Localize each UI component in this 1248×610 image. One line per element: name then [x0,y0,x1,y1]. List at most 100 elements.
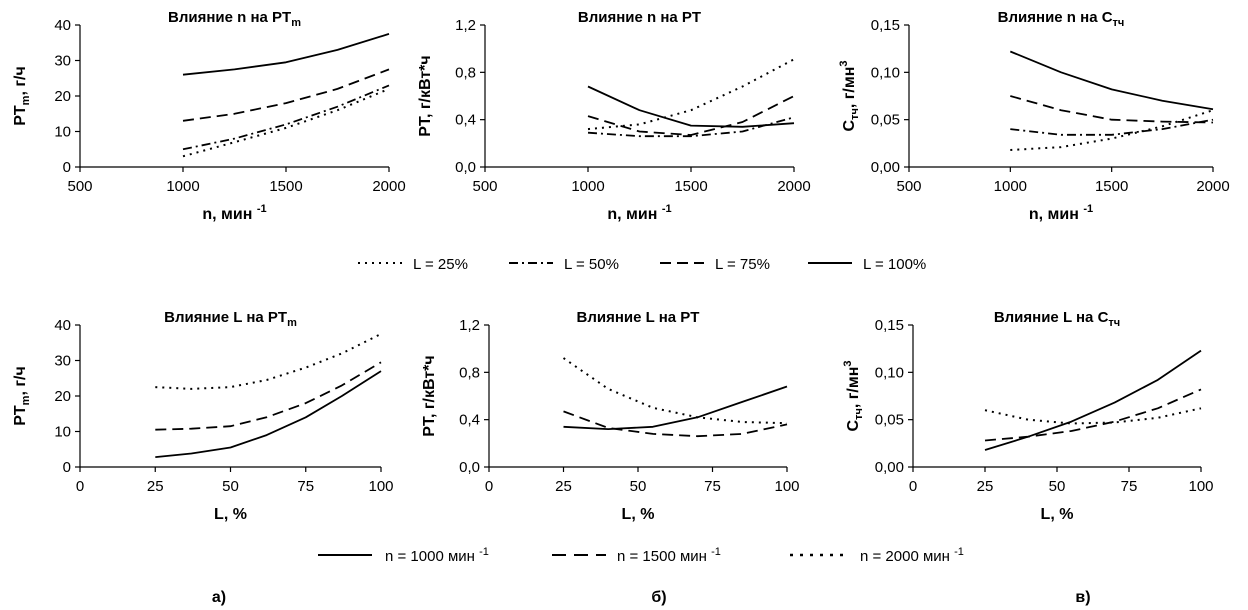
legend-item-n1000: n = 1000 мин -1 [318,546,489,565]
x-tick-label: 1000 [571,178,604,195]
x-tick-label: 75 [297,478,314,495]
y-axis-label: PT, г/кВт*ч [421,355,438,436]
y-axis-label: PT, г/кВт*ч [417,55,434,136]
x-tick-label: 100 [1188,478,1213,495]
series-line-solid-c2 [587,85,795,128]
y-tick-label: 10 [54,424,71,441]
chart-title: Влияние n на PTm [168,9,301,29]
legend-label-n2000: n = 2000 мин -1 [860,546,964,565]
y-tick-label: 0,10 [871,64,900,81]
series-line-dashdot-c1 [182,84,390,151]
chart-title: Влияние n на PT [578,9,701,26]
x-axis-label: n, мин -1 [607,203,671,223]
y-tick-label: 0,8 [459,364,480,381]
y-tick-label: 0,0 [455,159,476,176]
chart-c2: 500 1000 1500 2000 0,0 0,4 0,8 1,2 Влияние n на … [417,9,811,223]
chart-title: Влияние L на PTm [164,309,297,329]
legend-label-l75: L = 75% [715,256,770,273]
x-tick-label: 1500 [1095,178,1128,195]
x-tick-label: 50 [222,478,239,495]
series-line-dashed-c3 [1010,95,1214,124]
x-tick-label: 1000 [166,178,199,195]
x-tick-label: 0 [76,478,84,495]
series-line-dotted-c4 [155,333,382,390]
y-axis-label: Cтч, г/мн3 [842,361,865,432]
y-tick-label: 0,10 [875,364,904,381]
chart-title: Влияние n на Cтч [998,9,1125,29]
y-tick-label: 30 [54,53,71,70]
y-tick-label: 0 [63,459,71,476]
legend-item-l100: L = 100% [808,256,926,273]
y-tick-label: 0,4 [455,112,476,129]
x-tick-label: 1000 [994,178,1027,195]
y-tick-label: 0,8 [455,64,476,81]
x-tick-label: 50 [630,478,647,495]
x-tick-label: 1500 [674,178,707,195]
series-line-dotted-c5 [562,357,788,425]
x-axis-label: L, % [214,506,247,523]
series-line-solid-c3 [1009,50,1214,111]
series-line-dashed-c5 [563,410,788,438]
y-tick-label: 0,15 [875,317,904,334]
legend-load: L = 25% L = 50% L = 75% L = 100% [358,256,926,273]
y-tick-label: 0,05 [871,112,900,129]
legend-item-l25: L = 25% [358,256,468,273]
series-line-dashed-c2 [587,95,795,136]
series-line-solid-c5 [563,385,788,430]
series-line-dashed-c1 [182,68,390,122]
legend-label-l100: L = 100% [863,256,926,273]
series-line-dotted-c6 [984,407,1202,425]
y-axis-label: Cтч, г/мн3 [838,61,861,132]
y-tick-label: 20 [54,388,71,405]
x-tick-label: 500 [67,178,92,195]
chart-c4: 0 25 50 75 100 0 10 20 30 40 Влияние L на PTm L, % P… [12,309,394,523]
y-tick-label: 20 [54,88,71,105]
x-axis-label: n, мин -1 [1029,203,1093,223]
y-axis-label: PTm, г/ч [12,66,32,126]
chart-c1: 500 1000 1500 2000 0 10 20 30 40 Влияние n на PTm… [12,9,406,223]
x-tick-label: 25 [555,478,572,495]
y-tick-label: 0,05 [875,412,904,429]
x-tick-label: 100 [368,478,393,495]
chart-c3: 500 1000 1500 2000 0,00 0,05 0,10 0,15 Влияние n… [838,9,1230,223]
series-line-solid-c6 [984,349,1202,451]
series-line-dashdot-c2 [587,116,795,138]
series-line-solid-c4 [155,370,382,458]
y-tick-label: 0,00 [871,159,900,176]
x-axis-label: L, % [1041,506,1074,523]
legend-label-l25: L = 25% [413,256,468,273]
x-tick-label: 2000 [777,178,810,195]
x-tick-label: 100 [774,478,799,495]
x-tick-label: 50 [1049,478,1066,495]
chart-title: Влияние L на PT [577,309,700,326]
legend-label-l50: L = 50% [564,256,619,273]
legend-item-l75: L = 75% [660,256,770,273]
x-axis-label: L, % [622,506,655,523]
legend-item-n2000: n = 2000 мин -1 [790,546,964,565]
y-tick-label: 40 [54,17,71,34]
y-tick-label: 30 [54,353,71,370]
series-line-dashed-c6 [984,388,1202,442]
series-line-dotted-c3 [1010,109,1214,151]
x-tick-label: 1500 [269,178,302,195]
y-tick-label: 10 [54,124,71,141]
series-line-solid-c1 [182,33,390,76]
legend-item-l50: L = 50% [509,256,619,273]
y-tick-label: 1,2 [459,317,480,334]
x-tick-label: 2000 [372,178,405,195]
panel-label-c: в) [1075,589,1090,606]
y-tick-label: 0 [63,159,71,176]
y-tick-label: 40 [54,317,71,334]
chart-c5: 0 25 50 75 100 0,0 0,4 0,8 1,2 Влияние L на PT L, … [421,309,800,523]
y-tick-label: 0,15 [871,17,900,34]
x-tick-label: 500 [472,178,497,195]
y-axis-label: PTm, г/ч [12,366,32,426]
x-tick-label: 75 [704,478,721,495]
x-tick-label: 500 [896,178,921,195]
series-line-dotted-c1 [182,87,390,158]
x-tick-label: 0 [485,478,493,495]
series-line-dotted-c2 [587,58,795,131]
x-tick-label: 25 [147,478,164,495]
